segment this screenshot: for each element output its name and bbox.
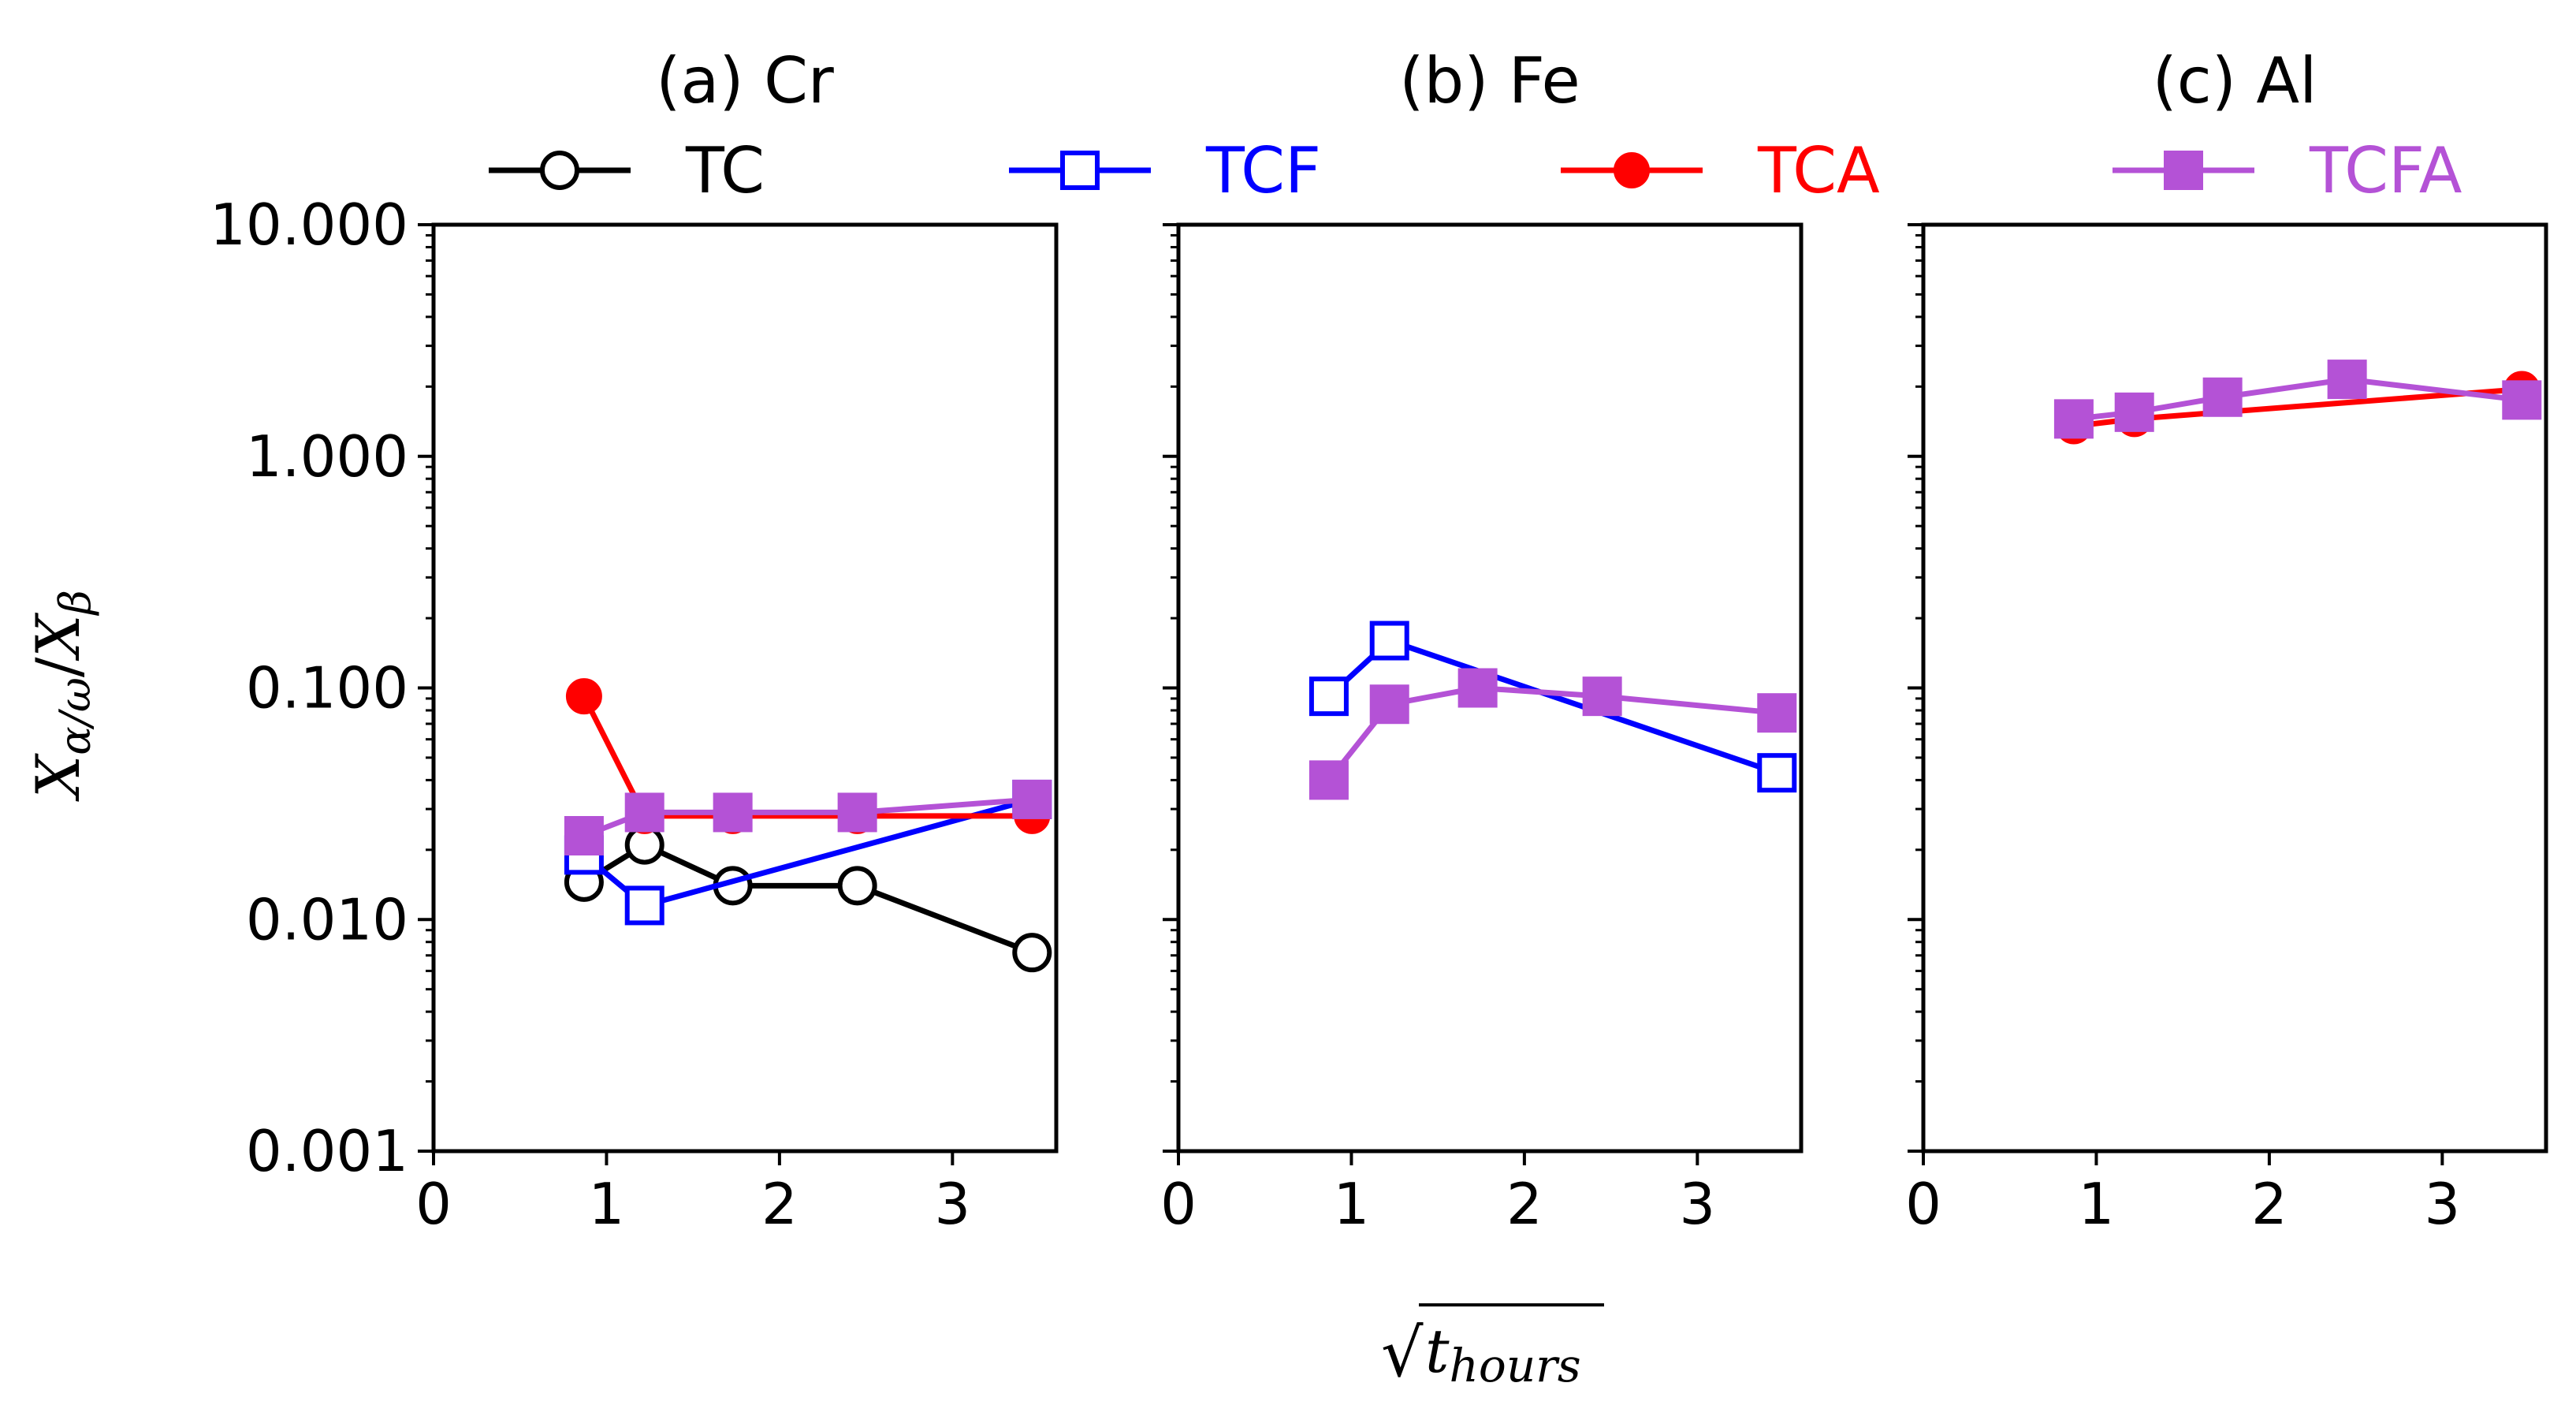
x-tick-label: 0: [1160, 1171, 1197, 1237]
series-tcfa: [2053, 360, 2542, 439]
y-label-main2: X: [23, 612, 93, 661]
x-label-sub: hours: [1450, 1339, 1581, 1392]
data-point: [713, 792, 753, 833]
series-tcfa: [1308, 668, 1797, 800]
legend-marker: [540, 151, 579, 190]
data-point: [1757, 753, 1797, 793]
data-point: [624, 885, 664, 926]
data-point: [2502, 380, 2542, 420]
y-tick-label: 0.100: [246, 655, 408, 721]
legend-label: TCA: [1757, 134, 1880, 207]
panel-1: (a) Cr 0 1 2 3 0.001 0.010 0.100 1.000 10.000: [210, 44, 1059, 1237]
data-point: [2053, 399, 2094, 439]
panel-title: (a) Cr: [656, 44, 834, 117]
x-tick-label: 2: [1506, 1171, 1543, 1237]
data-point: [1757, 693, 1797, 733]
panel-2: (b) Fe 0 1 2 3: [1160, 44, 1804, 1237]
x-tick-label: 2: [761, 1171, 798, 1237]
data-point: [1012, 779, 1052, 819]
axes-frame: [431, 222, 1059, 1154]
y-tick-label: 0.001: [246, 1118, 408, 1184]
legend-label: TCFA: [2309, 134, 2462, 207]
y-label-sub2: β: [50, 590, 100, 616]
y-label-sub1: α/ω: [50, 677, 100, 755]
legend-label: TC: [685, 134, 765, 207]
x-label-root: √: [1381, 1314, 1424, 1392]
legend-item-tcfa: TCFA: [2113, 134, 2462, 207]
legend-item-tca: TCA: [1561, 134, 1880, 207]
data-point: [2114, 392, 2154, 432]
legend-marker: [1614, 152, 1650, 188]
x-tick-label: 3: [2424, 1171, 2460, 1237]
plot-area: [564, 678, 1052, 973]
y-tick-label: 1.000: [246, 423, 408, 490]
data-point: [624, 792, 664, 833]
legend-item-tc: TC: [489, 134, 765, 207]
data-point: [1369, 684, 1409, 725]
plot-area: [2053, 360, 2542, 445]
data-point: [564, 815, 604, 855]
x-axis-label: √ thours: [1381, 1303, 1604, 1392]
x-tick-label: 1: [2079, 1171, 2115, 1237]
data-point: [1369, 621, 1409, 661]
data-point: [837, 866, 877, 906]
y-label-main: X: [23, 753, 93, 802]
data-point: [837, 792, 877, 833]
legend-item-tcf: TCF: [1009, 134, 1321, 207]
legend: TC TCF TCA TCFA: [489, 134, 2462, 207]
y-label-slash: /: [23, 657, 93, 677]
data-point: [1582, 676, 1622, 717]
data-point: [2202, 377, 2243, 417]
y-tick-label: 0.010: [246, 886, 408, 952]
data-point: [2327, 360, 2367, 400]
x-tick-label: 0: [1905, 1171, 1941, 1237]
legend-marker: [2164, 151, 2203, 190]
svg-text:thours: thours: [1425, 1316, 1581, 1392]
panels: (a) Cr 0 1 2 3 0.001 0.010 0.100 1.000 10.000 (b) …: [210, 44, 2548, 1237]
data-point: [1308, 676, 1349, 717]
y-axis-label: Xα/ω/Xβ: [23, 590, 100, 802]
x-label-t: t: [1425, 1316, 1450, 1386]
x-tick-label: 3: [934, 1171, 970, 1237]
x-tick-label: 2: [2251, 1171, 2288, 1237]
panel-title: (b) Fe: [1399, 44, 1580, 117]
panel-3: (c) Al 0 1 2 3: [1905, 44, 2548, 1237]
series-tcfa: [564, 779, 1052, 855]
series-tcf: [1308, 621, 1797, 793]
x-tick-label: 1: [589, 1171, 625, 1237]
y-tick-label: 10.000: [210, 192, 408, 258]
x-tick-label: 3: [1679, 1171, 1715, 1237]
data-point: [1308, 760, 1349, 800]
data-point: [1457, 668, 1498, 708]
axes-frame: [1921, 222, 2548, 1154]
data-point: [1012, 933, 1052, 973]
data-point: [565, 678, 602, 715]
legend-label: TCF: [1205, 134, 1321, 207]
x-tick-label: 1: [1334, 1171, 1370, 1237]
legend-marker: [1060, 151, 1100, 190]
plot-area: [1308, 621, 1797, 800]
x-tick-label: 0: [415, 1171, 452, 1237]
panel-title: (c) Al: [2153, 44, 2317, 117]
